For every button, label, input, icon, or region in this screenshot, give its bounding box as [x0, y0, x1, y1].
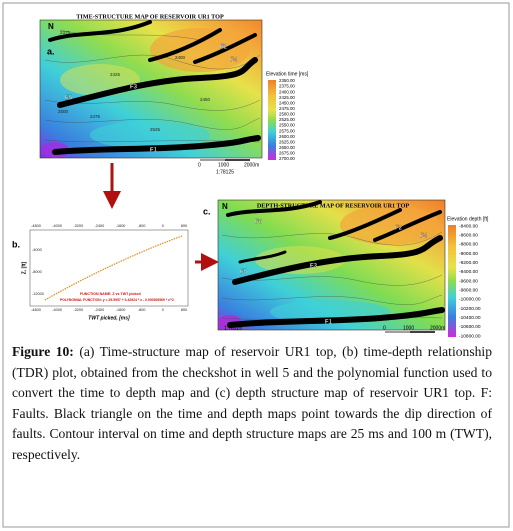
legend-value: -9800.00 [459, 287, 478, 293]
legend-value: 2550.00 [279, 123, 295, 128]
fault-label: F4 [420, 234, 428, 240]
x-tick: -3200 [73, 308, 83, 312]
fault-label: F3 [130, 85, 138, 91]
x-tick: -800 [138, 308, 146, 312]
x-tick: -1600 [116, 224, 126, 228]
caption-label: Figure 10: [12, 344, 74, 359]
x-tick: 0 [162, 308, 164, 312]
x-tick: -2400 [95, 308, 105, 312]
scale-label: 1000 [218, 162, 229, 168]
fault-label: F1 [150, 148, 158, 154]
north-arrow: N [48, 22, 54, 31]
fault-label: F3 [310, 264, 318, 270]
x-tick: 800 [181, 308, 187, 312]
map-c: c. N DEPTH-STRUCTURE MAP OF RESERVOIR UR… [203, 199, 489, 339]
legend-value: 2600.00 [279, 134, 295, 139]
legend-value: -10600.00 [459, 324, 481, 330]
scale-ratio: 1:78125 [224, 325, 242, 331]
legend-value: 2675.00 [279, 151, 295, 156]
map-title: TIME-STRUCTURE MAP OF RESERVOIR UR1 TOP [76, 13, 224, 20]
x-tick: -3200 [73, 224, 83, 228]
fault-label: F5 [240, 270, 248, 276]
contour-label: 2450 [200, 97, 211, 102]
x-tick: -800 [138, 224, 146, 228]
scale-label: 1000 [403, 325, 414, 331]
scale-label: 0 [383, 325, 386, 331]
function: POLYNOMIAL FUNCTION: y = 29.5957 + 3.429… [60, 298, 174, 302]
fault-label: F1 [325, 320, 333, 326]
map-a: a. N N TIME-STRUCTURE MAP OF RESERVOIR U… [39, 13, 309, 175]
legend-value: -10200.00 [459, 306, 481, 312]
function-name: FUNCTION NAME: Z vs TWT picked [80, 292, 141, 296]
legend-value: -9600.00 [459, 278, 478, 284]
x-tick: -1600 [116, 308, 126, 312]
y-tick: -4000 [32, 248, 42, 252]
contour-label: 2425 [110, 72, 121, 77]
legend-value: 2575.00 [279, 128, 295, 133]
panel-label: a. [47, 46, 55, 56]
x-tick: 0 [162, 224, 164, 228]
legend-value: -9000.00 [459, 251, 478, 257]
y-tick: -8000 [32, 270, 42, 274]
legend-value: 2350.00 [279, 78, 295, 83]
legend-title: Elevation time [ms] [266, 71, 309, 77]
caption-text: (a) Time-structure map of reservoir UR1 … [12, 344, 492, 462]
legend-value: 2450.00 [279, 100, 295, 105]
legend-value: -9200.00 [459, 260, 478, 266]
legend-value: 2475.00 [279, 106, 295, 111]
x-axis-label: TWT picked, [ms] [88, 315, 130, 321]
contour-label: 2525 [150, 127, 161, 132]
legend-value: -9400.00 [459, 269, 478, 275]
legend-value: 2625.00 [279, 139, 295, 144]
fault-label: F5 [65, 96, 73, 102]
caption: Figure 10: (a) Time-structure map of res… [12, 342, 492, 466]
panel-label: c. [203, 206, 211, 216]
scale-ratio: 1:78125 [216, 169, 234, 175]
legend-value: 2425.00 [279, 95, 295, 100]
legend-value: 2500.00 [279, 112, 295, 117]
contour-label: 2375 [60, 30, 71, 35]
legend-value: -8800.00 [459, 242, 478, 248]
legend-value: 2525.00 [279, 117, 295, 122]
x-tick: -4000 [52, 224, 62, 228]
legend-value: 2375.00 [279, 84, 295, 89]
tdr-plot: b. -4800 -4800 -4000 -4000 -3200 -3200 -2400 -2… [12, 224, 189, 321]
scale-label: 0 [198, 162, 201, 168]
x-tick: 800 [181, 224, 187, 228]
fault-label: F2 [395, 226, 403, 232]
fault-label: F4 [230, 58, 238, 64]
fault-label: F6 [255, 220, 263, 226]
north-arrow: N [222, 202, 228, 211]
legend-title: Elevation depth [ft] [447, 216, 489, 222]
y-tick: -12000 [32, 292, 44, 296]
legend-value: -8600.00 [459, 232, 478, 238]
contour-label: 2475 [90, 114, 101, 119]
legend-value: 2650.00 [279, 145, 295, 150]
legend-value: -10000.00 [459, 297, 481, 303]
x-tick: -4800 [31, 224, 41, 228]
panel-label: b. [12, 239, 20, 249]
scale-label: 2000m [244, 162, 259, 168]
contour-label: 2400 [175, 55, 186, 60]
x-tick: -4800 [31, 308, 41, 312]
legend-value: 2700.00 [279, 156, 295, 161]
legend-value: -8400.00 [459, 223, 478, 229]
legend-value: -10800.00 [459, 333, 481, 339]
scale-label: 2000m [430, 325, 445, 331]
x-tick: -2400 [95, 224, 105, 228]
map-title: DEPTH-STRUCTURE MAP OF RESERVOIR UR1 TOP [257, 202, 410, 209]
legend-value: -10400.00 [459, 315, 481, 321]
y-axis-label: Z, [ft] [21, 261, 27, 274]
fault-label: F2 [220, 45, 228, 51]
legend-value: 2400.00 [279, 89, 295, 94]
contour-label: 2500 [58, 109, 69, 114]
x-tick: -4000 [52, 308, 62, 312]
